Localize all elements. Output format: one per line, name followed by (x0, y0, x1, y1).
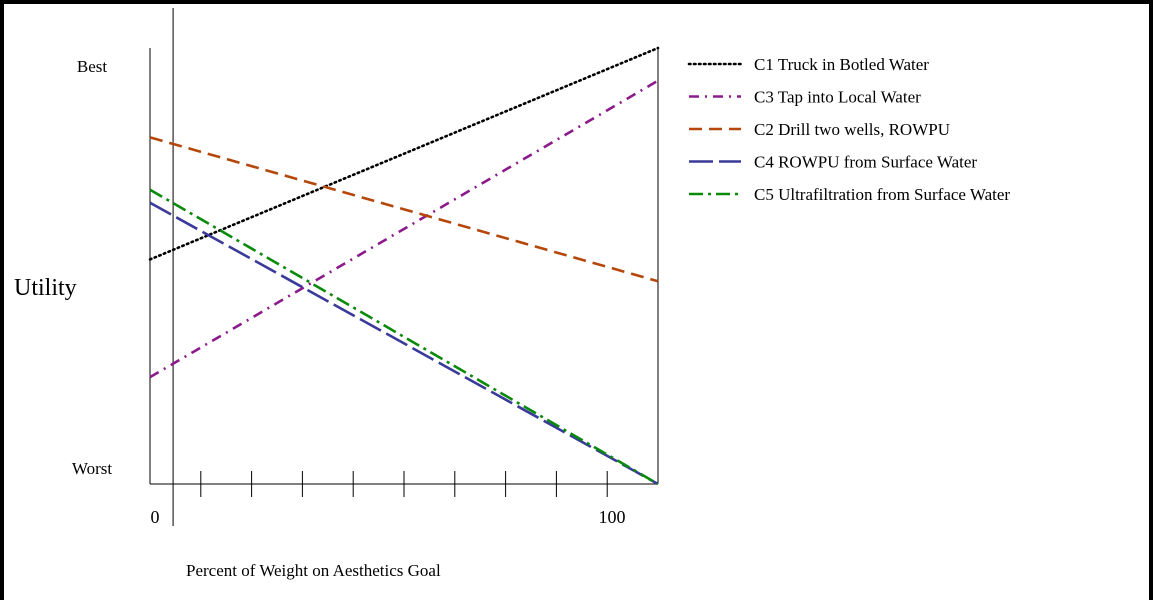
series-line-1 (148, 46, 660, 261)
legend-label-3: C2 Drill two wells, ROWPU (754, 120, 950, 139)
series-line-4 (149, 201, 659, 486)
series-lines (148, 46, 660, 486)
legend-label-4: C4 ROWPU from Surface Water (754, 153, 977, 172)
y-tick-label-worst: Worst (72, 459, 112, 478)
chart: C1 Truck in Botled Water C3 Tap into Loca… (14, 8, 1010, 580)
legend: C1 Truck in Botled Water C3 Tap into Loca… (687, 55, 1010, 204)
x-ticks (200, 471, 608, 497)
series-line-2 (149, 79, 659, 379)
legend-label-5: C5 Ultrafiltration from Surface Water (754, 185, 1010, 204)
legend-label-1: C1 Truck in Botled Water (754, 55, 929, 74)
x-axis-label: Percent of Weight on Aesthetics Goal (186, 561, 441, 580)
x-tick-label-0: 0 (151, 507, 160, 527)
y-tick-label-best: Best (77, 57, 108, 76)
legend-label-2: C3 Tap into Local Water (754, 88, 921, 107)
series-line-5 (149, 188, 659, 486)
series-line-3 (149, 136, 659, 283)
x-tick-label-100: 100 (599, 507, 626, 527)
y-axis-label: Utility (14, 275, 77, 301)
axes (149, 8, 659, 526)
